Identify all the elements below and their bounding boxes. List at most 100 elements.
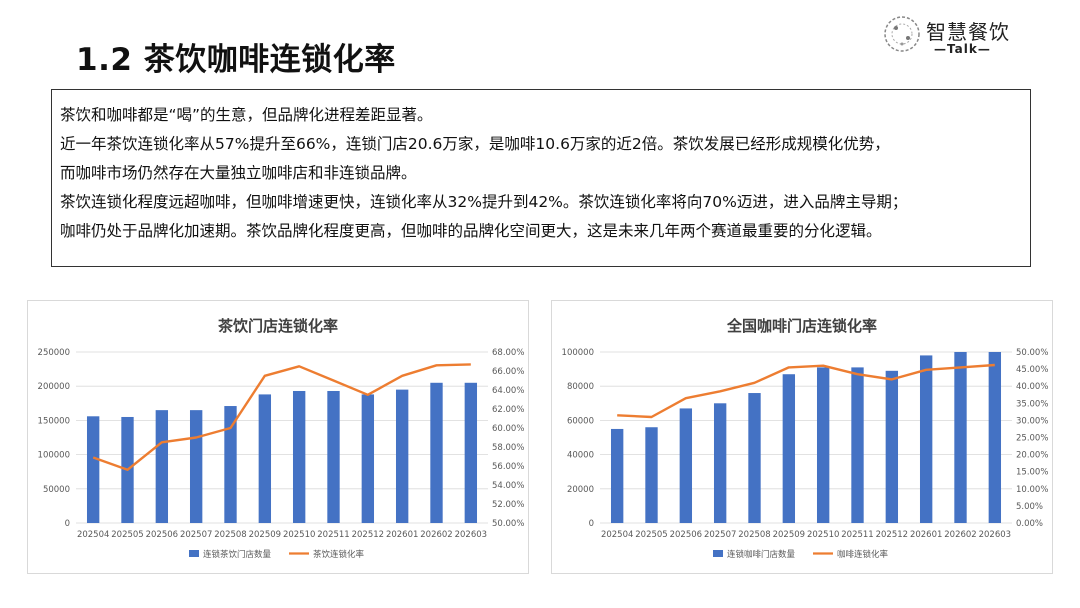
bar xyxy=(292,390,306,523)
y-right-tick-label: 45.00% xyxy=(1016,365,1048,375)
x-tick-label: 202505 xyxy=(635,530,667,540)
bar xyxy=(885,370,899,523)
x-tick-label: 202507 xyxy=(704,530,736,540)
summary-line: 咖啡仍处于品牌化加速期。茶饮品牌化程度更高，但咖啡的品牌化空间更大，这是未来几年… xyxy=(60,222,882,240)
x-tick-label: 202511 xyxy=(841,530,873,540)
bar xyxy=(258,394,272,523)
bar xyxy=(430,382,443,523)
x-tick-label: 202510 xyxy=(807,530,839,540)
logo-subtext: —Talk— xyxy=(934,42,991,56)
y-right-tick-label: 0.00% xyxy=(1016,519,1043,529)
x-tick-label: 202508 xyxy=(214,530,246,540)
bar xyxy=(464,382,478,523)
legend-bar-label: 连锁茶饮门店数量 xyxy=(203,549,272,560)
y-right-tick-label: 50.00% xyxy=(1016,348,1048,358)
y-right-tick-label: 60.00% xyxy=(492,424,524,434)
x-tick-label: 202601 xyxy=(910,530,942,540)
coffee-chart-svg: 全国咖啡门店连锁化率 0 20000 40000 60000 80000 100000 0.0… xyxy=(562,317,1049,560)
y-left-tick-label: 60000 xyxy=(567,416,594,426)
x-tick-label: 202509 xyxy=(249,530,281,540)
y-right-tick-label: 5.00% xyxy=(1016,502,1043,512)
x-tick-label: 202504 xyxy=(77,530,109,540)
y-left-tick-label: 100000 xyxy=(562,348,594,358)
brand-logo: 智慧餐饮 —Talk— xyxy=(882,12,1032,62)
bar xyxy=(361,394,375,523)
coffee-chain-chart: 全国咖啡门店连锁化率 0 20000 40000 60000 80000 100000 0.0… xyxy=(551,300,1053,574)
rate-line xyxy=(92,363,471,471)
y-left-tick-label: 20000 xyxy=(567,485,594,495)
x-tick-label: 202504 xyxy=(601,530,633,540)
y-right-tick-label: 20.00% xyxy=(1016,451,1048,461)
y-left-tick-label: 100000 xyxy=(38,451,70,461)
y-right-tick-label: 50.00% xyxy=(492,519,524,529)
tea-chain-chart: 茶饮门店连锁化率 0 50000 100000 150000 200000 250000 50… xyxy=(27,300,529,574)
x-tick-label: 202602 xyxy=(420,530,452,540)
chart-title: 茶饮门店连锁化率 xyxy=(218,317,338,335)
x-tick-label: 202508 xyxy=(738,530,770,540)
bar xyxy=(395,389,409,523)
tea-chart-svg: 茶饮门店连锁化率 0 50000 100000 150000 200000 250000 50… xyxy=(38,317,525,560)
x-tick-label: 202506 xyxy=(146,530,178,540)
bar xyxy=(748,393,761,523)
y-right-tick-label: 10.00% xyxy=(1016,485,1048,495)
summary-line: 茶饮和咖啡都是“喝”的生意，但品牌化进程差距显著。 xyxy=(60,106,433,124)
y-left-tick-label: 40000 xyxy=(567,451,594,461)
bar xyxy=(86,416,100,523)
y-right-tick-label: 54.00% xyxy=(492,481,524,491)
legend-bar-swatch xyxy=(713,550,723,557)
x-tick-label: 202603 xyxy=(979,530,1011,540)
logo-globe-icon xyxy=(884,16,920,52)
bar xyxy=(782,374,796,523)
x-tick-label: 202512 xyxy=(876,530,908,540)
x-tick-label: 202509 xyxy=(773,530,805,540)
chart-title: 全国咖啡门店连锁化率 xyxy=(726,317,877,335)
y-left-tick-label: 0 xyxy=(65,519,70,529)
y-right-tick-label: 30.00% xyxy=(1016,416,1048,426)
y-left-tick-label: 200000 xyxy=(38,382,70,392)
logo-text: 智慧餐饮 xyxy=(926,20,1010,44)
bar xyxy=(610,428,624,523)
x-tick-label: 202506 xyxy=(670,530,702,540)
y-right-tick-label: 15.00% xyxy=(1016,468,1048,478)
bar xyxy=(988,352,1002,523)
bar xyxy=(155,410,169,523)
bar xyxy=(919,355,933,523)
y-right-tick-label: 56.00% xyxy=(492,462,524,472)
x-tick-label: 202511 xyxy=(317,530,349,540)
legend: 连锁茶饮门店数量 茶饮连锁化率 xyxy=(189,549,365,560)
y-left-tick-label: 50000 xyxy=(43,485,70,495)
y-right-tick-label: 66.00% xyxy=(492,367,524,377)
y-right-tick-label: 25.00% xyxy=(1016,434,1048,444)
legend-line-label: 咖啡连锁化率 xyxy=(837,549,889,560)
x-tick-label: 202603 xyxy=(455,530,487,540)
summary-textbox: 茶饮和咖啡都是“喝”的生意，但品牌化进程差距显著。 近一年茶饮连锁化率从57%提… xyxy=(51,89,1031,267)
bar xyxy=(713,403,727,523)
summary-line: 而咖啡市场仍然存在大量独立咖啡店和非连锁品牌。 xyxy=(60,164,417,182)
y-right-tick-label: 68.00% xyxy=(492,348,524,358)
x-tick-label: 202601 xyxy=(386,530,418,540)
y-left-tick-label: 80000 xyxy=(567,382,594,392)
rate-line xyxy=(617,363,995,419)
x-tick-label: 202602 xyxy=(944,530,976,540)
y-left-tick-label: 250000 xyxy=(38,348,70,358)
bar xyxy=(327,390,340,523)
legend-bar-label: 连锁咖啡门店数量 xyxy=(727,549,796,560)
x-tick-label: 202507 xyxy=(180,530,212,540)
legend: 连锁咖啡门店数量 咖啡连锁化率 xyxy=(713,549,889,560)
y-right-tick-label: 52.00% xyxy=(492,500,524,510)
legend-line-label: 茶饮连锁化率 xyxy=(313,549,365,560)
x-tick-label: 202510 xyxy=(283,530,315,540)
summary-line: 茶饮连锁化程度远超咖啡，但咖啡增速更快，连锁化率从32%提升到42%。茶饮连锁化… xyxy=(60,193,908,211)
bar xyxy=(679,408,693,523)
bar xyxy=(189,410,203,523)
bar xyxy=(224,406,237,523)
bar xyxy=(954,352,967,523)
x-tick-label: 202505 xyxy=(111,530,143,540)
y-left-tick-label: 0 xyxy=(589,519,594,529)
y-right-tick-label: 64.00% xyxy=(492,386,524,396)
bar xyxy=(816,367,830,523)
legend-bar-swatch xyxy=(189,550,199,557)
bar xyxy=(851,367,864,523)
y-right-tick-label: 62.00% xyxy=(492,405,524,415)
bar xyxy=(645,427,658,523)
